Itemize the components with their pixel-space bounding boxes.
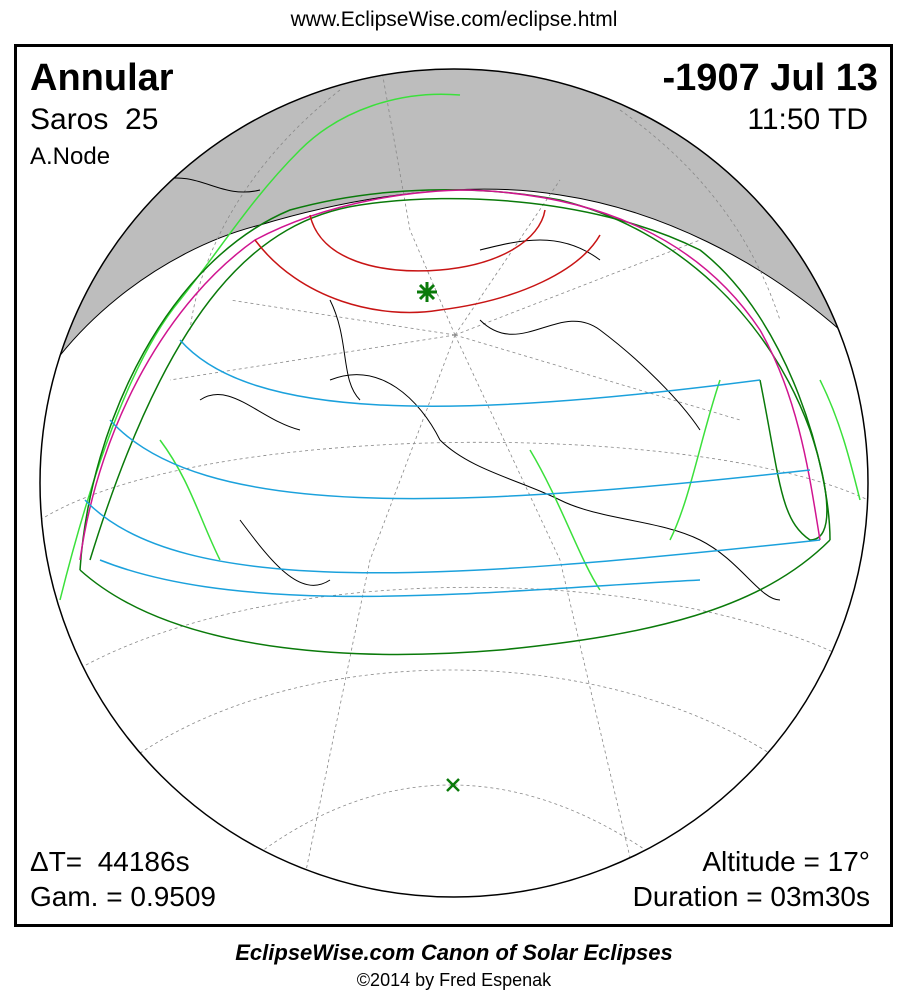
gamma: Gam. = 0.9509 — [30, 881, 217, 912]
eclipse-paths — [79, 189, 831, 656]
node: A.Node — [30, 143, 111, 170]
footer-title: EclipseWise.com Canon of Solar Eclipses — [235, 940, 673, 965]
sub-solar-marker — [446, 778, 460, 792]
url: www.EclipseWise.com/eclipse.html — [290, 8, 618, 31]
saros: Saros 25 — [30, 103, 159, 136]
frame — [14, 44, 893, 927]
globe — [40, 69, 868, 897]
delta-t: ΔT= 44186s — [30, 846, 190, 877]
duration: Duration = 03m30s — [632, 881, 870, 912]
date: -1907 Jul 13 — [662, 57, 878, 99]
globe-outline — [39, 68, 869, 898]
borders — [59, 93, 861, 601]
max-eclipse-marker — [417, 282, 437, 302]
time: 11:50 TD — [747, 103, 868, 136]
eclipse-type: Annular — [30, 57, 174, 99]
credit: ©2014 by Fred Espenak — [356, 970, 552, 990]
altitude: Altitude = 17° — [702, 846, 870, 877]
